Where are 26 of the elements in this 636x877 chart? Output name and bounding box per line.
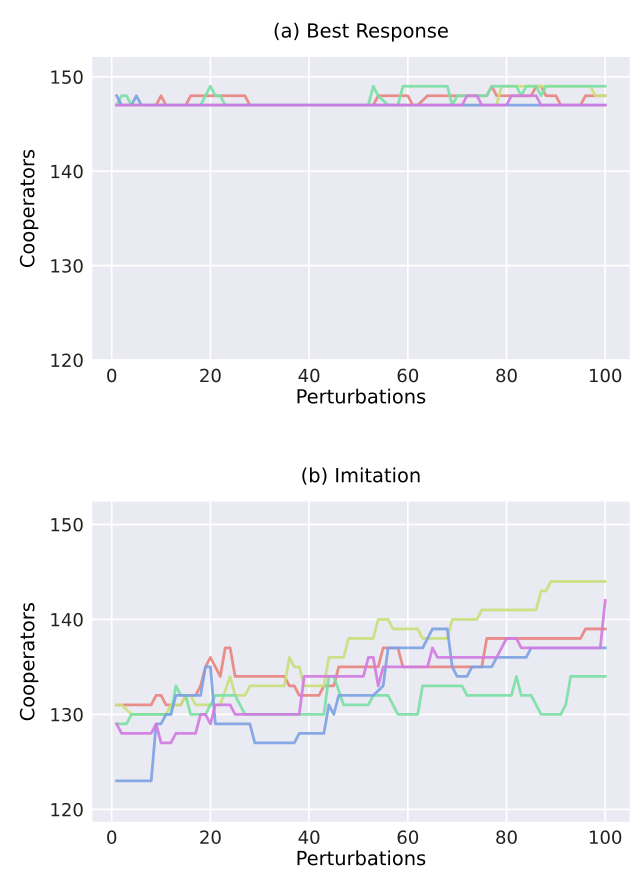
y-tick-label: 150 xyxy=(51,70,83,84)
x-tick-label: 40 xyxy=(298,830,320,844)
y-axis-title: Cooperators xyxy=(20,150,38,268)
x-tick-label: 80 xyxy=(496,368,517,382)
y-tick-label: 120 xyxy=(51,802,83,817)
chart-title: (a) Best Response xyxy=(274,22,448,42)
x-tick-label: 0 xyxy=(107,368,116,382)
y-tick-label: 120 xyxy=(51,353,83,368)
y-tick-label: 130 xyxy=(51,259,83,273)
x-tick-label: 20 xyxy=(200,830,221,844)
x-tick-label: 100 xyxy=(590,830,622,844)
x-tick-label: 60 xyxy=(398,830,418,844)
x-tick-label: 60 xyxy=(398,368,418,382)
y-tick-label: 130 xyxy=(51,708,83,722)
y-tick-label: 140 xyxy=(51,612,83,627)
y-axis-title: Cooperators xyxy=(20,603,38,720)
x-tick-label: 20 xyxy=(200,368,221,382)
x-tick-label: 0 xyxy=(107,830,116,844)
y-tick-label: 150 xyxy=(51,518,83,532)
y-tick-label: 140 xyxy=(51,164,83,178)
x-tick-label: 100 xyxy=(590,368,622,382)
x-axis-title: Perturbations xyxy=(298,850,426,866)
x-axis-title: Perturbations xyxy=(298,388,426,404)
x-tick-label: 40 xyxy=(298,368,320,382)
x-tick-label: 80 xyxy=(496,830,517,844)
chart-title: (b) Imitation xyxy=(302,467,420,485)
